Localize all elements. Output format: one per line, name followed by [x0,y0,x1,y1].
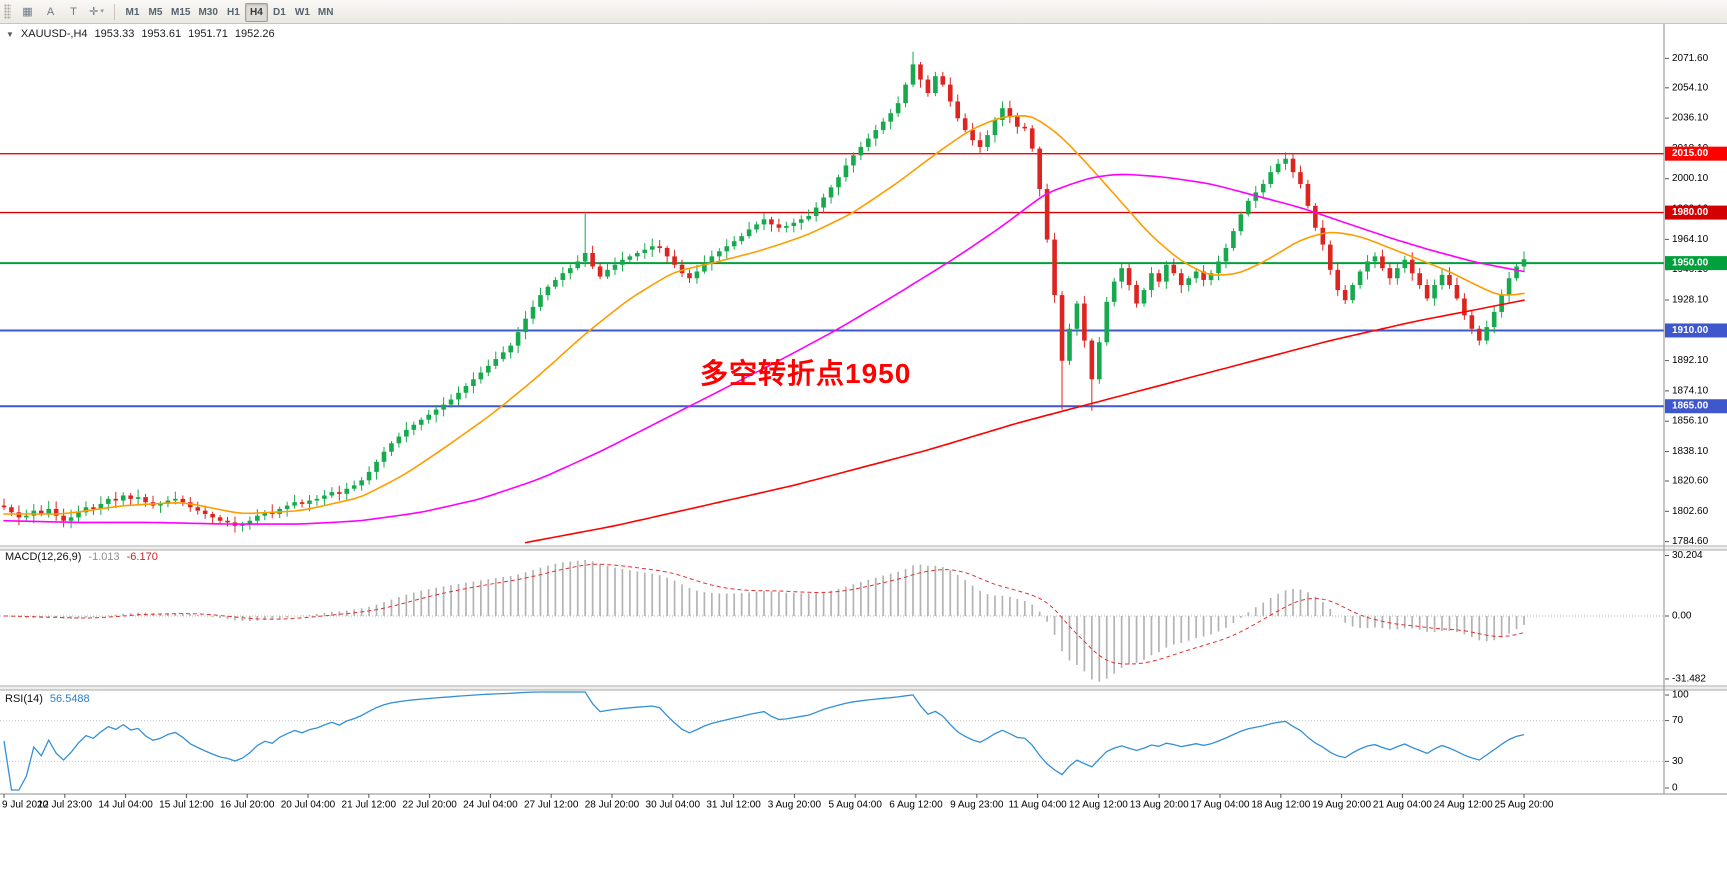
svg-text:1928.10: 1928.10 [1672,294,1709,305]
tool-cursor-a-button[interactable]: A [39,2,62,21]
svg-text:21 Aug 04:00: 21 Aug 04:00 [1373,800,1432,811]
svg-text:24 Aug 12:00: 24 Aug 12:00 [1434,800,1493,811]
candles-layer [1,51,1527,533]
svg-text:9 Aug 23:00: 9 Aug 23:00 [950,800,1004,811]
period-button-h1[interactable]: H1 [222,3,245,22]
period-button-m1[interactable]: M1 [121,3,144,22]
svg-text:21 Jul 12:00: 21 Jul 12:00 [342,800,397,811]
svg-text:19 Aug 20:00: 19 Aug 20:00 [1312,800,1371,811]
svg-text:5 Aug 04:00: 5 Aug 04:00 [829,800,883,811]
hline-layer[interactable] [0,152,1664,408]
rsi-indicator-label: RSI(14) 56.5488 [5,693,90,705]
chart-canvas[interactable]: 2071.602054.102036.102018.102000.101982.… [0,24,1727,893]
toolbar-tools: ▦ A T ✛ ▾ [16,2,108,22]
macd-name: MACD(12,26,9) [5,551,82,563]
svg-text:1802.60: 1802.60 [1672,506,1709,517]
svg-text:15 Jul 12:00: 15 Jul 12:00 [159,800,214,811]
indicator-layer [0,559,1664,791]
toolbar-grip-icon[interactable] [4,4,11,19]
svg-text:1950.00: 1950.00 [1672,258,1709,269]
macd-signal-value: -6.170 [126,551,158,563]
svg-text:2071.60: 2071.60 [1672,53,1709,64]
macd-indicator-label: MACD(12,26,9) -1.013 -6.170 [5,551,158,563]
ohlc-readout: ▼ XAUUSD-,H4 1953.33 1953.61 1951.71 195… [6,28,275,40]
period-button-h4[interactable]: H4 [244,2,268,22]
svg-text:25 Aug 20:00: 25 Aug 20:00 [1495,800,1554,811]
svg-text:27 Jul 12:00: 27 Jul 12:00 [524,800,579,811]
macd-main-value: -1.013 [88,551,120,563]
axis-layer: 2071.602054.102036.102018.102000.101982.… [0,24,1727,811]
rsi-value: 56.5488 [49,693,90,705]
ma-layer [3,115,1525,544]
chart-annotation-text: 多空转折点1950 [700,358,912,389]
svg-text:30: 30 [1672,756,1684,767]
toolbar-separator [114,3,115,20]
svg-text:18 Aug 12:00: 18 Aug 12:00 [1251,800,1310,811]
period-button-m15[interactable]: M15 [167,3,194,22]
toolbar: ▦ A T ✛ ▾ M1 M5 M15 M30 H1 H4 D1 W1 MN [0,0,1727,24]
rsi-name: RSI(14) [5,693,43,705]
svg-text:-31.482: -31.482 [1672,673,1706,684]
svg-text:1865.00: 1865.00 [1672,401,1709,412]
period-button-m30[interactable]: M30 [194,3,221,22]
svg-text:9 Jul 2020: 9 Jul 2020 [2,800,49,811]
svg-text:0.00: 0.00 [1672,611,1692,622]
caret-down-icon: ▾ [100,8,104,16]
svg-text:2015.00: 2015.00 [1672,148,1709,159]
svg-text:22 Jul 20:00: 22 Jul 20:00 [402,800,457,811]
svg-text:20 Jul 04:00: 20 Jul 04:00 [281,800,336,811]
svg-text:30 Jul 04:00: 30 Jul 04:00 [646,800,701,811]
svg-text:14 Jul 04:00: 14 Jul 04:00 [98,800,153,811]
svg-text:3 Aug 20:00: 3 Aug 20:00 [768,800,822,811]
svg-text:1784.60: 1784.60 [1672,536,1709,547]
period-button-d1[interactable]: D1 [268,3,291,22]
ohlc-high: 1953.61 [141,28,182,40]
ohlc-low: 1951.71 [188,28,228,40]
svg-text:13 Aug 20:00: 13 Aug 20:00 [1130,800,1189,811]
svg-text:1980.00: 1980.00 [1672,207,1709,218]
svg-text:100: 100 [1672,690,1689,701]
svg-text:1820.60: 1820.60 [1672,476,1709,487]
svg-text:1910.00: 1910.00 [1672,325,1709,336]
svg-text:6 Aug 12:00: 6 Aug 12:00 [889,800,943,811]
quick-trade-arrow-icon[interactable]: ▼ [6,29,14,39]
svg-text:2054.10: 2054.10 [1672,82,1709,93]
timeframe-buttons: M1 M5 M15 M30 H1 H4 D1 W1 MN [121,2,337,22]
tool-crosshair-menu-button[interactable]: ✛ ▾ [85,2,108,21]
symbol-period: XAUUSD-,H4 [20,28,88,40]
period-button-m5[interactable]: M5 [144,3,167,22]
tool-chart-grid-button[interactable]: ▦ [16,2,39,21]
period-button-w1[interactable]: W1 [291,3,314,22]
svg-text:31 Jul 12:00: 31 Jul 12:00 [706,800,761,811]
svg-text:70: 70 [1672,715,1684,726]
ohlc-open: 1953.33 [94,28,135,40]
svg-text:30.204: 30.204 [1672,550,1703,561]
svg-text:16 Jul 20:00: 16 Jul 20:00 [220,800,275,811]
svg-text:24 Jul 04:00: 24 Jul 04:00 [463,800,518,811]
period-button-mn[interactable]: MN [314,3,338,22]
svg-text:1838.10: 1838.10 [1672,446,1709,457]
svg-text:1856.10: 1856.10 [1672,416,1709,427]
svg-text:1964.10: 1964.10 [1672,234,1709,245]
svg-text:28 Jul 20:00: 28 Jul 20:00 [585,800,640,811]
svg-text:1892.10: 1892.10 [1672,355,1709,366]
svg-text:12 Jul 23:00: 12 Jul 23:00 [38,800,93,811]
svg-text:11 Aug 04:00: 11 Aug 04:00 [1008,800,1067,811]
svg-text:2036.10: 2036.10 [1672,113,1709,124]
svg-text:1874.10: 1874.10 [1672,385,1709,396]
svg-text:12 Aug 12:00: 12 Aug 12:00 [1069,800,1128,811]
tool-text-tool-button[interactable]: T [62,2,85,21]
svg-text:17 Aug 04:00: 17 Aug 04:00 [1191,800,1250,811]
svg-text:2000.10: 2000.10 [1672,173,1709,184]
ohlc-close: 1952.26 [234,28,275,40]
svg-text:0: 0 [1672,783,1678,794]
